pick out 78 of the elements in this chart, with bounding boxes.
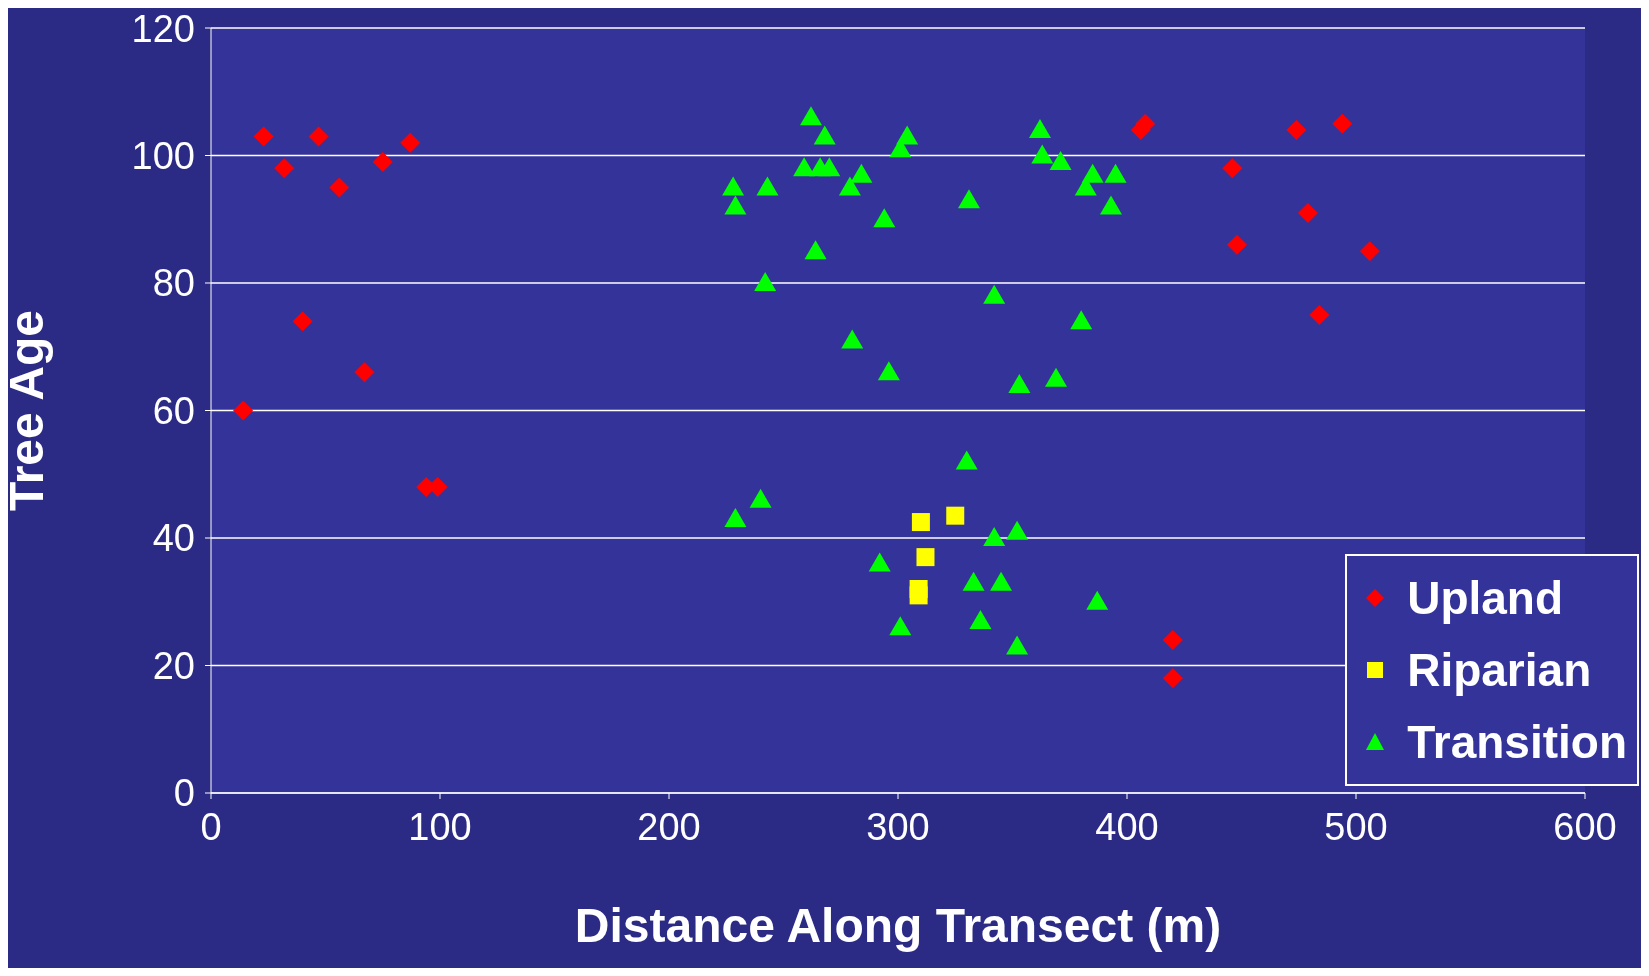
point bbox=[983, 284, 1006, 304]
point bbox=[724, 507, 747, 527]
point bbox=[1045, 367, 1068, 387]
point bbox=[983, 527, 1006, 546]
point bbox=[292, 311, 313, 332]
point bbox=[877, 361, 900, 381]
x-axis-title: Distance Along Transect (m) bbox=[574, 899, 1222, 952]
point bbox=[1086, 590, 1109, 610]
point bbox=[233, 400, 254, 421]
point bbox=[1028, 119, 1051, 138]
point bbox=[253, 126, 274, 147]
y-tick-label: 100 bbox=[131, 134, 195, 177]
x-tick-label: 600 bbox=[1553, 805, 1617, 848]
point bbox=[722, 176, 745, 196]
point bbox=[957, 189, 980, 209]
point bbox=[962, 571, 985, 591]
point bbox=[1222, 158, 1243, 179]
x-tick-label: 0 bbox=[200, 805, 222, 848]
point bbox=[946, 506, 965, 525]
point bbox=[308, 126, 329, 147]
point bbox=[969, 609, 992, 629]
point bbox=[841, 329, 864, 349]
point bbox=[818, 157, 841, 177]
x-tick-label: 300 bbox=[866, 805, 930, 848]
point bbox=[1359, 241, 1380, 262]
point bbox=[804, 240, 827, 260]
y-tick-label: 60 bbox=[152, 389, 195, 432]
x-tick-label: 400 bbox=[1095, 805, 1159, 848]
point bbox=[1226, 234, 1247, 255]
point bbox=[1031, 144, 1054, 164]
point bbox=[1049, 150, 1072, 170]
point bbox=[1162, 630, 1183, 650]
point bbox=[850, 163, 873, 183]
point bbox=[873, 208, 896, 228]
x-tick-label: 100 bbox=[408, 805, 472, 848]
point bbox=[911, 513, 930, 532]
point bbox=[799, 106, 822, 126]
point bbox=[896, 125, 919, 145]
point bbox=[400, 132, 421, 153]
point bbox=[1104, 163, 1127, 183]
legend-label: Transition bbox=[1407, 715, 1627, 770]
y-tick-label: 0 bbox=[173, 772, 195, 815]
point bbox=[1309, 304, 1330, 325]
point bbox=[838, 176, 861, 196]
y-tick-label: 20 bbox=[152, 644, 195, 687]
point bbox=[909, 586, 928, 605]
point bbox=[868, 552, 891, 572]
point bbox=[1286, 120, 1307, 140]
point bbox=[1008, 374, 1031, 393]
y-axis-title: Tree Age bbox=[0, 310, 54, 511]
x-tick-label: 200 bbox=[637, 805, 701, 848]
point bbox=[1006, 635, 1029, 655]
point bbox=[889, 616, 912, 636]
point bbox=[372, 151, 393, 172]
legend-label: Upland bbox=[1407, 571, 1564, 626]
point bbox=[955, 450, 978, 470]
point bbox=[990, 571, 1013, 591]
point bbox=[1162, 668, 1183, 689]
point bbox=[1081, 163, 1104, 183]
y-tick-label: 120 bbox=[131, 7, 195, 50]
y-tick-label: 80 bbox=[152, 262, 195, 305]
point bbox=[329, 177, 350, 198]
point bbox=[1297, 202, 1318, 223]
point bbox=[1070, 310, 1093, 330]
point bbox=[1006, 520, 1029, 540]
point bbox=[756, 176, 779, 196]
legend-label: Riparian bbox=[1407, 643, 1592, 698]
point bbox=[354, 362, 375, 383]
point bbox=[1332, 113, 1353, 134]
point bbox=[749, 488, 772, 508]
point bbox=[916, 548, 935, 567]
point bbox=[1099, 195, 1122, 215]
x-tick-label: 500 bbox=[1324, 805, 1388, 848]
point bbox=[274, 158, 295, 179]
point bbox=[754, 272, 777, 291]
y-tick-label: 40 bbox=[152, 517, 195, 560]
point bbox=[724, 195, 747, 215]
point bbox=[813, 125, 836, 145]
